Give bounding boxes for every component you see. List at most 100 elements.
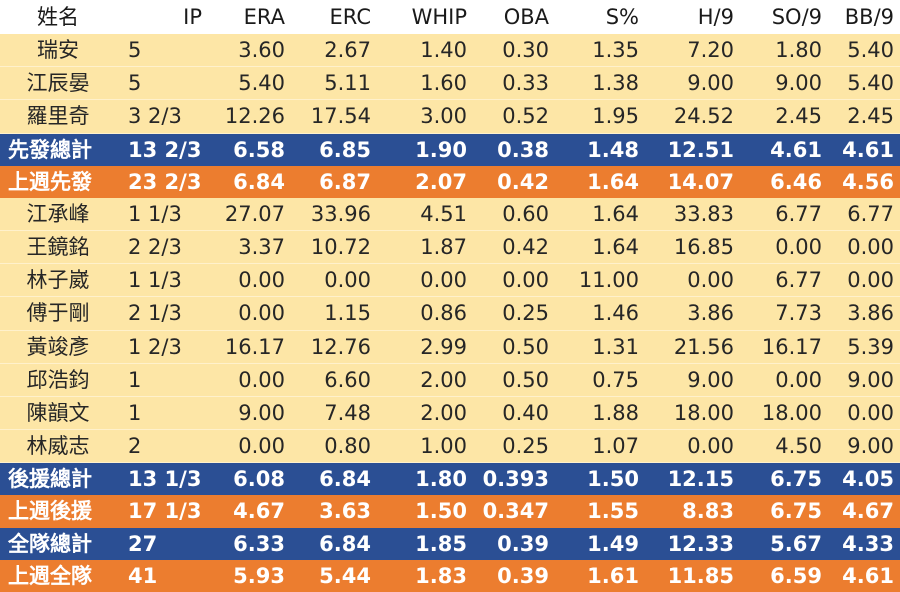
name-cell: 先發總計 bbox=[0, 133, 116, 166]
s-pct-cell: 1.46 bbox=[555, 296, 645, 331]
era-cell: 16.17 bbox=[208, 330, 291, 364]
s-pct-cell: 1.49 bbox=[555, 527, 645, 560]
era-cell: 5.93 bbox=[208, 559, 291, 592]
s-pct-cell: 1.64 bbox=[555, 197, 645, 232]
oba-cell: 0.52 bbox=[473, 99, 555, 134]
whip-cell: 1.90 bbox=[377, 133, 473, 166]
s-pct-cell: 1.38 bbox=[555, 66, 645, 101]
name-cell: 後援總計 bbox=[0, 462, 116, 496]
ip-cell: 13 2/3 bbox=[116, 133, 208, 166]
name-cell: 林子崴 bbox=[0, 263, 116, 298]
s-pct-cell: 1.95 bbox=[555, 99, 645, 134]
so9-cell: 2.45 bbox=[740, 99, 828, 134]
ip-cell: 41 bbox=[116, 559, 208, 592]
ip-cell: 1 bbox=[116, 396, 208, 431]
s-pct-cell: 1.50 bbox=[555, 462, 645, 496]
bb9-cell: 5.40 bbox=[828, 66, 900, 101]
oba-cell: 0.42 bbox=[473, 165, 555, 198]
whip-cell: 0.00 bbox=[377, 263, 473, 298]
name-cell: 黃竣彥 bbox=[0, 330, 116, 364]
oba-cell: 0.33 bbox=[473, 66, 555, 101]
h9-cell: 14.07 bbox=[645, 165, 740, 198]
erc-cell: 12.76 bbox=[291, 330, 377, 364]
oba-cell: 0.25 bbox=[473, 429, 555, 464]
erc-cell: 1.15 bbox=[291, 296, 377, 331]
oba-cell: 0.25 bbox=[473, 296, 555, 331]
erc-cell: 3.63 bbox=[291, 495, 377, 528]
player-row: 江承峰 1 1/3 27.07 33.96 4.51 0.60 1.64 33.83 6.77 6… bbox=[0, 197, 900, 232]
whip-cell: 2.07 bbox=[377, 165, 473, 198]
whip-cell: 1.50 bbox=[377, 495, 473, 528]
h9-cell: 9.00 bbox=[645, 363, 740, 397]
s-pct-cell: 1.48 bbox=[555, 133, 645, 166]
oba-cell: 0.42 bbox=[473, 230, 555, 265]
s-pct-cell: 1.35 bbox=[555, 34, 645, 68]
era-cell: 0.00 bbox=[208, 429, 291, 464]
player-row: 邱浩鈞 1 0.00 6.60 2.00 0.50 0.75 9.00 0.00 9.00 bbox=[0, 363, 900, 397]
erc-cell: 0.00 bbox=[291, 263, 377, 298]
oba-cell: 0.30 bbox=[473, 34, 555, 68]
ip-cell: 27 bbox=[116, 527, 208, 560]
player-row: 傅于剛 2 1/3 0.00 1.15 0.86 0.25 1.46 3.86 7.73 3.86 bbox=[0, 296, 900, 331]
header-oba: OBA bbox=[473, 0, 555, 34]
oba-cell: 0.39 bbox=[473, 559, 555, 592]
name-cell: 林威志 bbox=[0, 429, 116, 464]
header-whip: WHIP bbox=[377, 0, 473, 34]
era-cell: 3.37 bbox=[208, 230, 291, 265]
name-cell: 陳韻文 bbox=[0, 396, 116, 431]
header-bb9: BB/9 bbox=[828, 0, 900, 34]
s-pct-cell: 11.00 bbox=[555, 263, 645, 298]
bb9-cell: 0.00 bbox=[828, 396, 900, 431]
so9-cell: 6.59 bbox=[740, 559, 828, 592]
erc-cell: 5.44 bbox=[291, 559, 377, 592]
ip-cell: 23 2/3 bbox=[116, 165, 208, 198]
bb9-cell: 4.61 bbox=[828, 559, 900, 592]
ip-cell: 5 bbox=[116, 34, 208, 68]
so9-cell: 7.73 bbox=[740, 296, 828, 331]
erc-cell: 10.72 bbox=[291, 230, 377, 265]
previous-week-row: 上週先發 23 2/3 6.84 6.87 2.07 0.42 1.64 14.07 6.46 4… bbox=[0, 165, 900, 198]
h9-cell: 12.33 bbox=[645, 527, 740, 560]
bb9-cell: 4.56 bbox=[828, 165, 900, 198]
player-row: 陳韻文 1 9.00 7.48 2.00 0.40 1.88 18.00 18.00 0.00 bbox=[0, 396, 900, 431]
whip-cell: 0.86 bbox=[377, 296, 473, 331]
h9-cell: 21.56 bbox=[645, 330, 740, 364]
ip-cell: 1 2/3 bbox=[116, 330, 208, 364]
h9-cell: 16.85 bbox=[645, 230, 740, 265]
whip-cell: 2.00 bbox=[377, 363, 473, 397]
table-header: 姓名 IP ERA ERC WHIP OBA S% H/9 SO/9 BB/9 bbox=[0, 0, 900, 34]
h9-cell: 7.20 bbox=[645, 34, 740, 68]
name-cell: 上週先發 bbox=[0, 165, 116, 198]
whip-cell: 1.00 bbox=[377, 429, 473, 464]
erc-cell: 33.96 bbox=[291, 197, 377, 232]
name-cell: 瑞安 bbox=[0, 34, 116, 68]
name-cell: 全隊總計 bbox=[0, 527, 116, 560]
bb9-cell: 2.45 bbox=[828, 99, 900, 134]
erc-cell: 6.84 bbox=[291, 462, 377, 496]
s-pct-cell: 0.75 bbox=[555, 363, 645, 397]
player-row: 黃竣彥 1 2/3 16.17 12.76 2.99 0.50 1.31 21.56 16.17… bbox=[0, 330, 900, 364]
so9-cell: 6.75 bbox=[740, 495, 828, 528]
so9-cell: 5.67 bbox=[740, 527, 828, 560]
name-cell: 上週後援 bbox=[0, 495, 116, 528]
h9-cell: 0.00 bbox=[645, 263, 740, 298]
name-cell: 傅于剛 bbox=[0, 296, 116, 331]
bb9-cell: 6.77 bbox=[828, 197, 900, 232]
header-row: 姓名 IP ERA ERC WHIP OBA S% H/9 SO/9 BB/9 bbox=[0, 0, 900, 34]
s-pct-cell: 1.64 bbox=[555, 230, 645, 265]
s-pct-cell: 1.55 bbox=[555, 495, 645, 528]
era-cell: 0.00 bbox=[208, 363, 291, 397]
h9-cell: 18.00 bbox=[645, 396, 740, 431]
ip-cell: 2 1/3 bbox=[116, 296, 208, 331]
whip-cell: 1.83 bbox=[377, 559, 473, 592]
h9-cell: 3.86 bbox=[645, 296, 740, 331]
era-cell: 12.26 bbox=[208, 99, 291, 134]
era-cell: 0.00 bbox=[208, 296, 291, 331]
bb9-cell: 4.61 bbox=[828, 133, 900, 166]
oba-cell: 0.40 bbox=[473, 396, 555, 431]
h9-cell: 0.00 bbox=[645, 429, 740, 464]
ip-cell: 1 bbox=[116, 363, 208, 397]
so9-cell: 9.00 bbox=[740, 66, 828, 101]
so9-cell: 16.17 bbox=[740, 330, 828, 364]
